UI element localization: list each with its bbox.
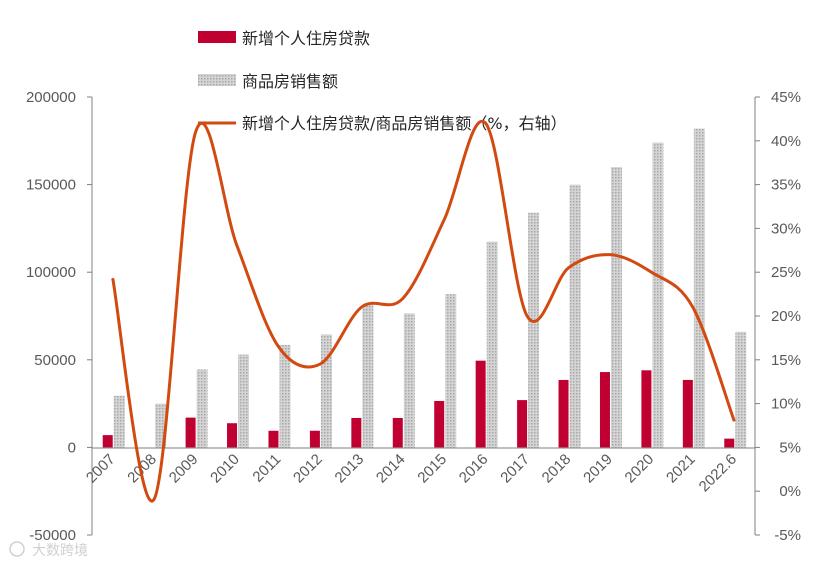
loan-bar [475,360,486,448]
sales-bar [610,167,622,448]
x-axis-label: 2015 [414,451,450,487]
sales-bar [403,313,415,448]
loan-bar [434,400,445,448]
x-axis-label: 2017 [497,451,533,487]
x-axis-label: 2012 [290,451,326,487]
loan-bar [517,400,528,448]
x-axis-label: 2010 [207,451,243,487]
sales-bar [569,184,581,448]
legend-label-ratio: 新增个人住房贷款/商品房销售额（%，右轴） [242,114,567,133]
x-axis-label: 2011 [249,451,284,486]
sales-bar [279,344,291,448]
ratio-point [650,271,652,273]
right-axis-tick-label: 25% [771,264,801,281]
legend-label-loans: 新增个人住房贷款 [242,29,370,48]
sales-bar [155,403,167,448]
ratio-point [485,122,487,124]
ratio-point [526,315,528,317]
left-axis-tick-label: 150000 [26,177,76,194]
sales-bars [113,128,747,448]
right-axis-tick-label: 15% [771,352,801,369]
right-axis-tick-label: -5% [774,527,801,544]
right-axis-tick-label: 5% [779,439,801,456]
x-axis-label: 2009 [166,451,202,487]
legend-swatch-loans [198,31,236,43]
left-axis-tick-label: -50000 [29,527,76,544]
sales-bar [238,354,250,448]
ratio-point [277,346,279,348]
right-axis-tick-label: 35% [771,177,801,194]
loan-bars [102,360,735,448]
loan-bar [351,417,362,448]
right-axis-tick-label: 10% [771,396,801,413]
x-axis-label: 2007 [83,451,119,487]
right-axis-tick-label: 40% [771,133,801,150]
loan-bar [185,417,196,448]
right-axis-tick-label: 20% [771,308,801,325]
left-axis-tick-label: 100000 [26,264,76,281]
x-axis: 2007 2008 2009 2010 2011 2012 2013 2014 2015 2016… [83,451,740,495]
right-axis-tick-label: 0% [779,483,801,500]
loan-bar [558,379,569,448]
sales-bar [445,294,457,448]
sales-bar [362,304,374,448]
sales-bar [528,212,540,448]
ratio-points [112,122,735,500]
loan-bar [599,372,610,448]
loan-bar [392,417,403,448]
watermark-icon [9,541,25,557]
x-axis-label: 2014 [373,451,409,487]
sales-bar [320,334,332,448]
watermark: 大数跨境 [9,541,88,559]
sales-bar [113,395,125,448]
loan-bar [309,430,320,448]
ratio-point [112,277,114,279]
left-axis: 200000 150000 100000 50000 0 -50000 [26,89,92,544]
sales-bar [652,142,664,448]
ratio-point [195,131,197,133]
ratio-point [153,498,155,500]
legend: 新增个人住房贷款 商品房销售额 新增个人住房贷款/商品房销售额（%，右轴） [198,29,567,133]
legend-swatch-sales [198,74,236,86]
ratio-point [402,297,404,299]
sales-bar [693,128,705,448]
sales-bar [486,241,498,448]
ratio-point [568,267,570,269]
x-axis-label: 2018 [539,451,575,487]
loan-bar [724,438,735,448]
x-axis-label: 2021 [663,451,699,487]
left-axis-tick-label: 200000 [26,89,76,106]
x-axis-label: 2022.6 [696,451,740,495]
loan-bar [268,430,279,448]
right-axis-tick-label: 45% [771,89,801,106]
right-axis-tick-label: 30% [771,220,801,237]
ratio-point [692,306,694,308]
left-axis-tick-label: 0 [68,439,76,456]
x-axis-label: 2020 [622,451,658,487]
loan-bar [682,379,693,448]
ratio-point [443,219,445,221]
right-axis: 45% 40% 35% 30% 25% 20% 15% 10% 5% 0% -5% [755,89,801,544]
x-axis-label: 2016 [456,451,492,487]
sales-bar [196,369,208,448]
x-axis-label: 2013 [332,451,368,487]
loan-bar [102,435,113,448]
x-axis-label: 2019 [580,451,616,487]
loan-bar [227,423,238,448]
ratio-point [733,420,735,422]
ratio-point [319,363,321,365]
loan-bar [641,370,652,448]
watermark-text: 大数跨境 [32,543,88,559]
ratio-point [360,306,362,308]
legend-label-sales: 商品房销售额 [242,72,338,91]
sales-bar [735,331,747,448]
ratio-point [609,254,611,256]
ratio-point [236,245,238,247]
left-axis-tick-label: 50000 [34,352,76,369]
